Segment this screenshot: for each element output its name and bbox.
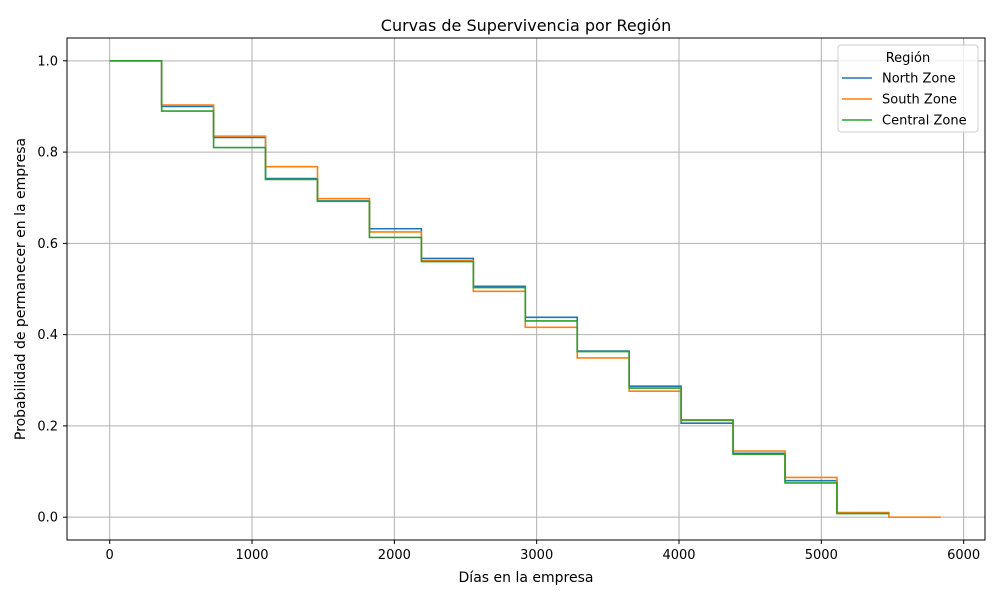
y-axis-ticks: 0.0 0.2 0.4 0.6 0.8 1.0 <box>37 54 67 526</box>
y-axis-label: Probabilidad de permanecer en la empresa <box>13 138 29 440</box>
y-tick-label: 1.0 <box>37 54 58 69</box>
grid-lines <box>67 38 985 540</box>
x-tick-label: 0 <box>106 548 114 563</box>
x-axis-ticks: 0 1000 2000 3000 4000 5000 6000 <box>106 540 980 563</box>
series-line-central-zone <box>109 60 889 515</box>
legend-title: Región <box>886 51 931 66</box>
legend-box <box>837 44 979 133</box>
legend-label: North Zone <box>882 72 956 87</box>
x-tick-label: 6000 <box>947 548 980 563</box>
x-tick-label: 4000 <box>662 548 695 563</box>
y-tick-label: 0.6 <box>37 237 58 252</box>
x-tick-label: 1000 <box>235 548 268 563</box>
x-tick-label: 5000 <box>805 548 838 563</box>
y-tick-label: 0.8 <box>37 146 58 161</box>
x-tick-label: 2000 <box>378 548 411 563</box>
legend-label: Central Zone <box>882 114 967 129</box>
chart-title: Curvas de Supervivencia por Región <box>381 16 671 35</box>
y-tick-label: 0.0 <box>37 511 58 526</box>
series-lines <box>109 60 941 518</box>
y-tick-label: 0.4 <box>37 328 58 343</box>
series-line-north-zone <box>109 60 889 514</box>
legend: Región North Zone South Zone Central Zone <box>837 44 979 133</box>
x-axis-label: Días en la empresa <box>459 570 594 586</box>
legend-label: South Zone <box>882 93 957 108</box>
plot-frame <box>66 37 986 541</box>
y-tick-label: 0.2 <box>37 419 58 434</box>
x-tick-label: 3000 <box>520 548 553 563</box>
